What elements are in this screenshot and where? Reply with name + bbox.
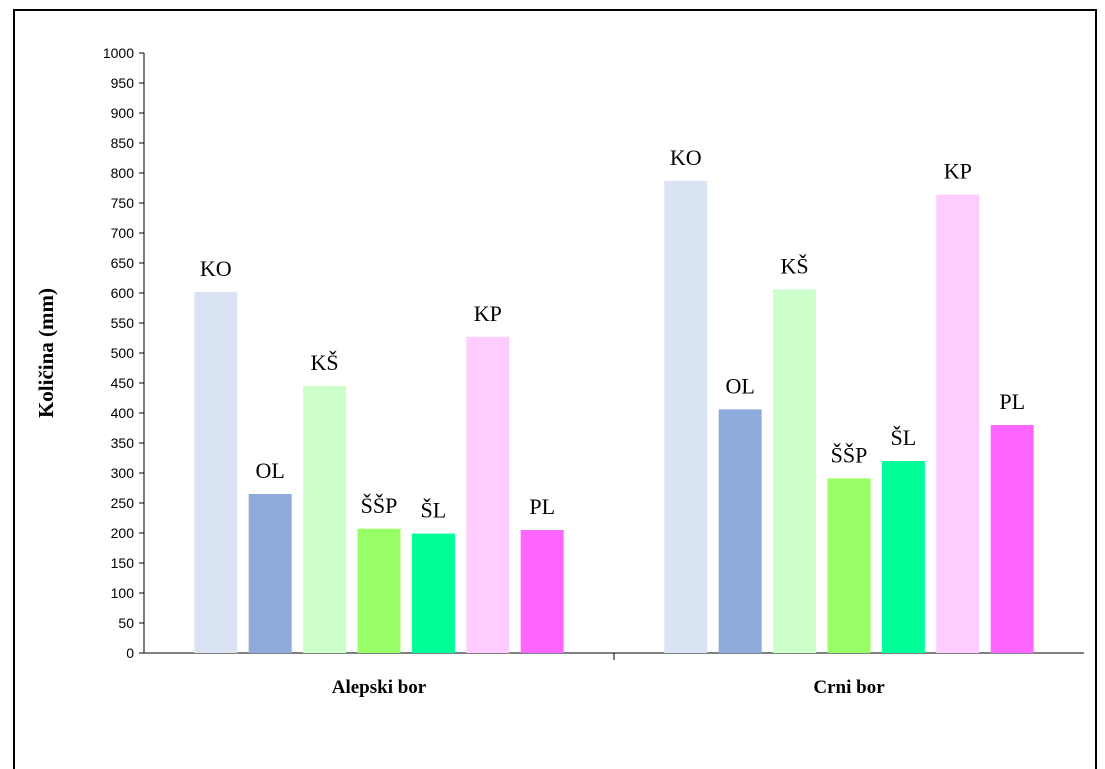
bar-label: ŠŠP xyxy=(361,493,398,518)
bar-label: PL xyxy=(999,389,1025,414)
y-tick: 500 xyxy=(111,345,144,361)
y-tick-label: 550 xyxy=(111,315,135,331)
y-tick-label: 600 xyxy=(111,285,135,301)
y-tick-label: 900 xyxy=(111,105,135,121)
y-tick-label: 1000 xyxy=(103,45,134,61)
bar-label: KP xyxy=(474,301,502,326)
bar-label: KO xyxy=(200,256,232,281)
bar xyxy=(248,494,292,653)
y-tick-label: 300 xyxy=(111,465,135,481)
y-tick: 750 xyxy=(111,195,144,211)
bar xyxy=(827,478,871,653)
bar-labels: KO OL KŠ ŠŠP ŠL KP PL KO OL KŠ ŠŠP ŠL KP PL xyxy=(200,145,1025,523)
y-tick-label: 150 xyxy=(111,555,135,571)
y-tick: 350 xyxy=(111,435,144,451)
chart-frame: 0 50 100 150 200 250 300 350 400 450 500 550 600 650 7… xyxy=(13,9,1097,769)
bar xyxy=(466,336,510,653)
y-tick-label: 700 xyxy=(111,225,135,241)
bar xyxy=(520,530,564,653)
bar-label: ŠL xyxy=(891,425,917,450)
y-tick: 200 xyxy=(111,525,144,541)
bar-label: KO xyxy=(670,145,702,170)
y-tick: 450 xyxy=(111,375,144,391)
bar-label: KP xyxy=(944,159,972,184)
y-tick: 600 xyxy=(111,285,144,301)
y-tick-label: 500 xyxy=(111,345,135,361)
bar-chart: 0 50 100 150 200 250 300 350 400 450 500 550 600 650 7… xyxy=(34,45,1084,698)
y-tick-label: 950 xyxy=(111,75,135,91)
bar-label: KŠ xyxy=(781,253,809,278)
bar xyxy=(936,194,980,653)
y-tick: 250 xyxy=(111,495,144,511)
y-tick-label: 200 xyxy=(111,525,135,541)
y-tick: 100 xyxy=(111,585,144,601)
y-tick: 650 xyxy=(111,255,144,271)
bar xyxy=(773,289,817,653)
y-tick-label: 350 xyxy=(111,435,135,451)
x-axis: Alepski bor Crni bor xyxy=(144,652,1084,698)
y-tick-label: 250 xyxy=(111,495,135,511)
y-tick-label: 800 xyxy=(111,165,135,181)
y-tick: 900 xyxy=(111,105,144,121)
y-tick: 550 xyxy=(111,315,144,331)
y-tick: 800 xyxy=(111,165,144,181)
y-tick: 150 xyxy=(111,555,144,571)
bar-label: ŠL xyxy=(421,498,447,523)
x-category-label: Alepski bor xyxy=(332,677,427,698)
bar-label: PL xyxy=(529,494,555,519)
bar xyxy=(990,425,1034,653)
bar xyxy=(718,409,762,653)
bar-label: KŠ xyxy=(311,350,339,375)
y-tick: 950 xyxy=(111,75,144,91)
bar xyxy=(411,533,455,653)
x-category-label: Crni bor xyxy=(813,677,885,698)
bar xyxy=(194,291,238,653)
bar-label: OL xyxy=(726,373,755,398)
y-tick: 400 xyxy=(111,405,144,421)
y-tick-label: 0 xyxy=(126,645,134,661)
bars xyxy=(194,180,1034,654)
y-tick: 300 xyxy=(111,465,144,481)
y-tick: 1000 xyxy=(103,45,144,61)
y-tick: 700 xyxy=(111,225,144,241)
bar xyxy=(881,461,925,653)
bar-label: OL xyxy=(256,458,285,483)
y-tick-label: 750 xyxy=(111,195,135,211)
y-axis-title: Količina (mm) xyxy=(34,288,58,418)
y-tick-label: 850 xyxy=(111,135,135,151)
bar-label: ŠŠP xyxy=(831,442,868,467)
bar xyxy=(303,386,347,653)
bar xyxy=(357,528,401,653)
y-tick: 50 xyxy=(118,615,144,631)
y-tick-label: 650 xyxy=(111,255,135,271)
y-tick-label: 100 xyxy=(111,585,135,601)
y-tick-label: 50 xyxy=(118,615,134,631)
y-tick-label: 400 xyxy=(111,405,135,421)
y-tick: 850 xyxy=(111,135,144,151)
y-axis: 0 50 100 150 200 250 300 350 400 450 500 550 600 650 7… xyxy=(103,45,145,661)
y-tick: 0 xyxy=(126,645,144,661)
bar xyxy=(664,180,708,654)
y-tick-label: 450 xyxy=(111,375,135,391)
